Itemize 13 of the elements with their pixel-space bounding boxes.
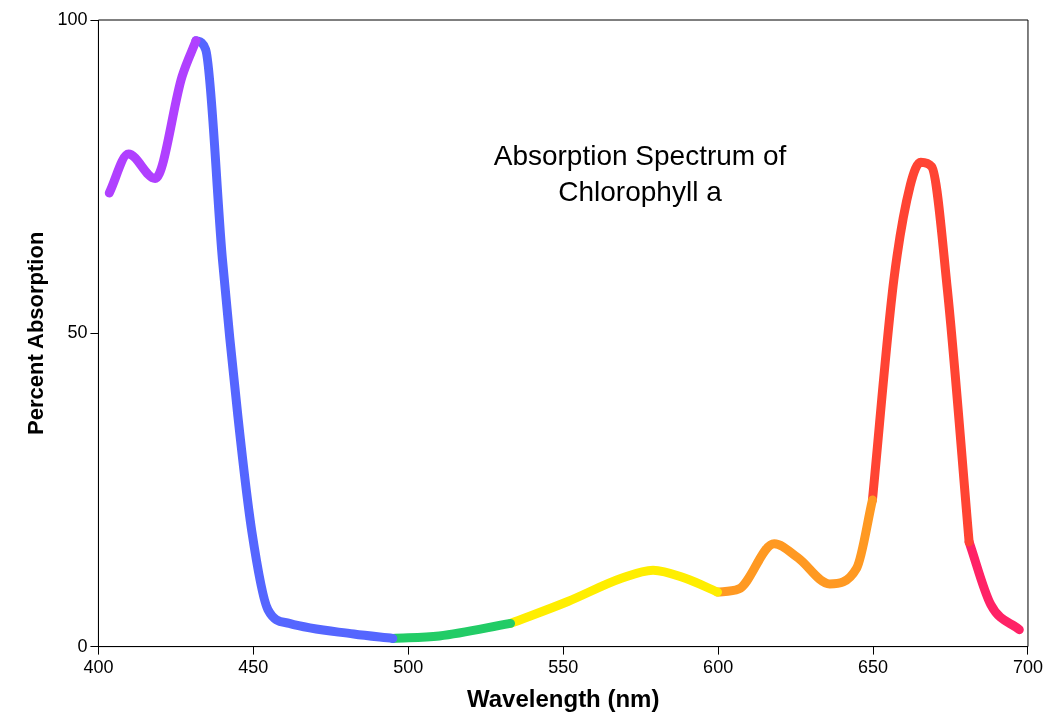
- y-tick-label: 50: [67, 322, 88, 343]
- x-tick-label: 400: [83, 657, 114, 678]
- x-tick-label: 600: [703, 657, 734, 678]
- x-tick-label: 550: [548, 657, 579, 678]
- y-tick-label: 100: [57, 8, 88, 29]
- x-tick-label: 500: [393, 657, 424, 678]
- x-tick-label: 650: [858, 657, 889, 678]
- y-axis-title: Percent Absorption: [23, 231, 49, 435]
- x-tick-label: 450: [238, 657, 269, 678]
- x-axis-title: Wavelength (nm): [466, 685, 660, 713]
- text: Absorption Spectrum of Chlorophyll a: [492, 139, 788, 209]
- x-tick-label: 700: [1012, 657, 1044, 678]
- y-tick-label: 0: [77, 635, 88, 656]
